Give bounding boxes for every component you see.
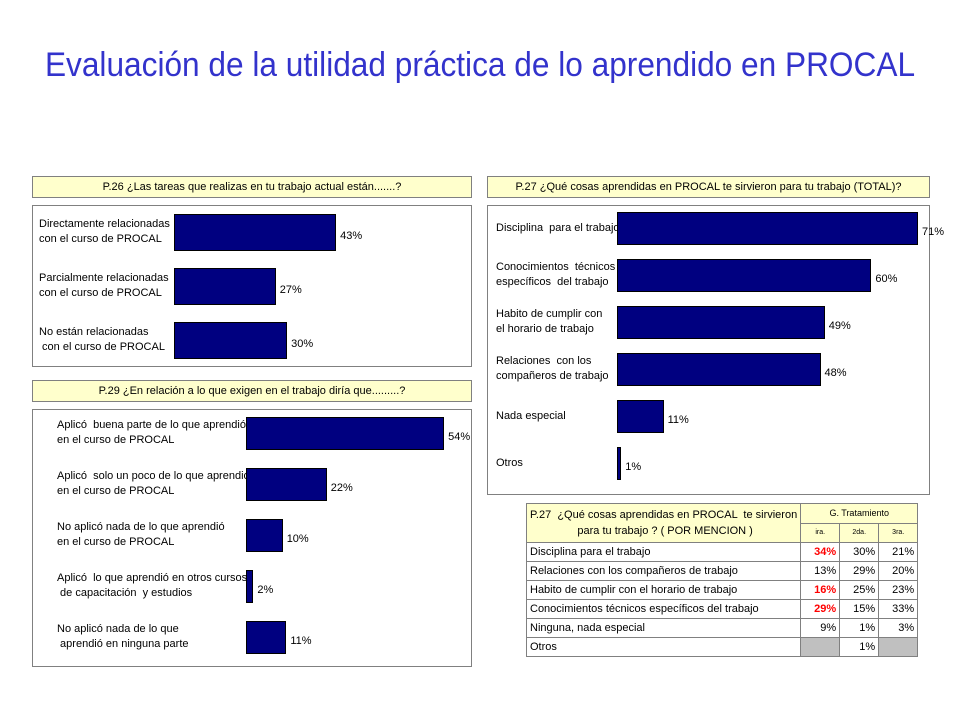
- table-row: Conocimientos técnicos específicos del t…: [525, 599, 919, 619]
- table-row: Ninguna, nada especial 9% 1% 3%: [525, 618, 919, 638]
- bar: [246, 467, 327, 501]
- value-label: 30%: [291, 338, 314, 350]
- table-cell: 16%: [800, 580, 841, 600]
- p27-mention-table: P.27 ¿Qué cosas aprendidas en PROCAL te …: [525, 503, 919, 657]
- table-cell: 21%: [878, 542, 919, 562]
- bar: [617, 352, 821, 386]
- row-label: Conocimientos técnicos específicos del t…: [525, 599, 802, 619]
- table-row: Habito de cumplir con el horario de trab…: [525, 580, 919, 600]
- value-label: 22%: [330, 482, 353, 494]
- chart-p27-panel: [487, 205, 930, 495]
- value-label: 49%: [828, 320, 851, 332]
- category-label: Relaciones con los compañeros de trabajo: [496, 355, 609, 382]
- row-label: Relaciones con los compañeros de trabajo: [525, 561, 802, 581]
- row-label: Otros: [525, 637, 802, 657]
- value-label: 2%: [257, 584, 274, 596]
- bar: [617, 258, 872, 292]
- category-label: No aplicó nada de lo que aprendió en el …: [57, 521, 225, 548]
- table-row: Relaciones con los compañeros de trabajo…: [525, 561, 919, 581]
- row-label: Habito de cumplir con el horario de trab…: [525, 580, 802, 600]
- bar: [246, 569, 254, 603]
- table-column-header: ira.: [800, 522, 841, 543]
- table-title: P.27 ¿Qué cosas aprendidas en PROCAL te …: [525, 503, 802, 543]
- bar: [246, 518, 283, 552]
- table-row: Otros 1%: [525, 637, 919, 657]
- value-label: 48%: [824, 367, 847, 379]
- value-label: 60%: [875, 273, 898, 285]
- value-label: 27%: [279, 284, 302, 296]
- bar: [174, 267, 276, 305]
- bar: [617, 305, 825, 339]
- table-cell: 15%: [839, 599, 880, 619]
- value-label: 11%: [667, 414, 689, 426]
- value-label: 10%: [286, 533, 309, 545]
- category-label: Directamente relacionadas con el curso d…: [39, 218, 170, 245]
- table-cell: 20%: [878, 561, 919, 581]
- page-title: Evaluación de la utilidad práctica de lo…: [44, 46, 916, 84]
- table-cell: [800, 637, 841, 657]
- table-cell: 9%: [800, 618, 841, 638]
- table-cell: 25%: [839, 580, 880, 600]
- table-cell: 29%: [839, 561, 880, 581]
- table-cell: 13%: [800, 561, 841, 581]
- category-label: No están relacionadas con el curso de PR…: [39, 326, 165, 353]
- category-label: Parcialmente relacionadas con el curso d…: [39, 272, 169, 299]
- table-column-header: 2da.: [839, 522, 880, 543]
- table-cell: 34%: [800, 542, 841, 562]
- category-label: Disciplina para el trabajo: [496, 221, 620, 234]
- value-label: 54%: [448, 431, 471, 443]
- bar: [617, 446, 622, 480]
- bar: [617, 211, 919, 245]
- value-label: 11%: [290, 635, 312, 647]
- category-label: Habito de cumplir con el horario de trab…: [496, 308, 603, 335]
- value-label: 43%: [340, 230, 363, 242]
- row-label: Ninguna, nada especial: [525, 618, 802, 638]
- table-column-header: 3ra.: [878, 522, 919, 543]
- chart-p26-title: P.26 ¿Las tareas que realizas en tu trab…: [32, 176, 472, 198]
- table-cell: 3%: [878, 618, 919, 638]
- category-label: Aplicó lo que aprendió en otros cursos d…: [57, 572, 248, 599]
- table-cell: [878, 637, 919, 657]
- value-label: 1%: [625, 461, 642, 473]
- table-cell: 30%: [839, 542, 880, 562]
- table-cell: 29%: [800, 599, 841, 619]
- table-row: Disciplina para el trabajo 34% 30% 21%: [525, 542, 919, 562]
- table-cell: 33%: [878, 599, 919, 619]
- table-group-header: G. Tratamiento: [800, 503, 919, 524]
- category-label: No aplicó nada de lo que aprendió en nin…: [57, 623, 189, 650]
- table-cell: 1%: [839, 637, 880, 657]
- bar: [246, 620, 287, 654]
- chart-p27-title: P.27 ¿Qué cosas aprendidas en PROCAL te …: [487, 176, 930, 198]
- table-cell: 1%: [839, 618, 880, 638]
- table-cell: 23%: [878, 580, 919, 600]
- bar: [174, 213, 337, 251]
- category-label: Aplicó solo un poco de lo que aprendió e…: [57, 470, 250, 497]
- bar: [174, 321, 288, 359]
- category-label: Conocimientos técnicos específicos del t…: [496, 261, 616, 288]
- chart-p29-title: P.29 ¿En relación a lo que exigen en el …: [32, 380, 472, 402]
- category-label: Otros: [496, 456, 523, 469]
- category-label: Nada especial: [496, 409, 566, 422]
- value-label: 71%: [922, 226, 945, 238]
- bar: [246, 416, 445, 450]
- row-label: Disciplina para el trabajo: [525, 542, 802, 562]
- bar: [617, 399, 664, 433]
- category-label: Aplicó buena parte de lo que aprendió en…: [57, 419, 246, 446]
